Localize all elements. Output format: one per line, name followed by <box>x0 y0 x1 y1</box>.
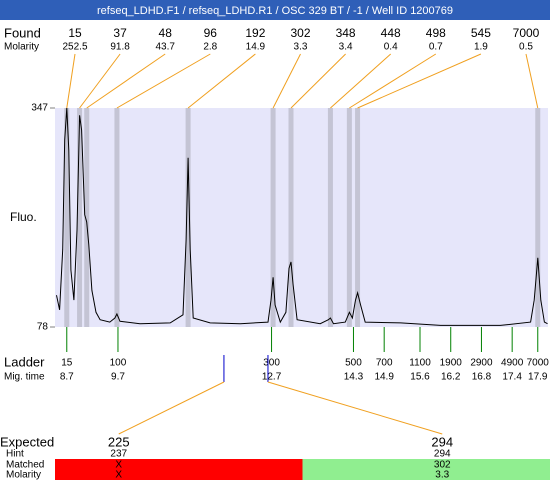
found-size: 348 <box>336 26 356 40</box>
ladder-time: 15.6 <box>410 372 430 383</box>
peak-band <box>288 108 294 327</box>
expected-matched: 302 <box>434 460 451 471</box>
header-title: refseq_LDHD.F1 / refseq_LDHD.R1 / OSC 32… <box>97 5 453 17</box>
found-size: 37 <box>113 26 127 40</box>
peak-band <box>185 108 191 327</box>
expected-size: 294 <box>431 434 453 449</box>
header-bar <box>0 0 550 20</box>
peak-band <box>327 108 333 327</box>
peak-band <box>77 108 83 327</box>
found-molarity: 1.9 <box>474 42 488 53</box>
expected-hint: 237 <box>110 449 127 460</box>
ladder-time: 8.7 <box>60 372 74 383</box>
expected-molarity: X <box>115 470 122 480</box>
ladder-time: 16.2 <box>441 372 461 383</box>
peak-connector <box>79 53 121 109</box>
found-size: 15 <box>68 26 82 40</box>
peak-band <box>114 108 120 327</box>
found-molarity: 91.8 <box>110 42 130 53</box>
found-molarity: 0.5 <box>519 42 533 53</box>
found-molarity: 2.8 <box>203 42 217 53</box>
ladder-size: 1100 <box>409 358 431 369</box>
plot-area <box>55 108 548 327</box>
found-size: 498 <box>426 26 446 40</box>
ladder-time: 9.7 <box>111 372 125 383</box>
y-axis-label: Fluo. <box>10 210 37 224</box>
peak-connector <box>330 53 392 109</box>
y-tick-label: 347 <box>31 103 48 114</box>
peak-connector <box>272 53 301 109</box>
found-size: 48 <box>159 26 173 40</box>
hint-label: Hint <box>6 449 24 460</box>
mig-time-label: Mig. time <box>4 372 45 383</box>
found-molarity: 3.3 <box>294 42 308 53</box>
peak-band <box>355 108 361 327</box>
peak-connector <box>187 53 256 109</box>
found-molarity: 0.4 <box>384 42 398 53</box>
found-label: Found <box>4 25 41 40</box>
y-tick-label: 78 <box>37 322 49 333</box>
peak-band <box>270 108 276 327</box>
found-molarity: 14.9 <box>246 42 266 53</box>
peak-connector <box>66 53 76 109</box>
matched-label: Matched <box>6 460 44 471</box>
expected-molarity: 3.3 <box>435 470 449 480</box>
expected-hint: 294 <box>434 449 451 460</box>
ladder-time: 17.4 <box>502 372 522 383</box>
peak-connector <box>86 53 166 109</box>
peak-connector <box>116 53 211 109</box>
found-molarity: 252.5 <box>62 42 87 53</box>
found-molarity: 0.7 <box>429 42 443 53</box>
ladder-time: 17.9 <box>528 372 548 383</box>
match-bar <box>55 459 303 480</box>
ladder-size: 4900 <box>501 358 524 369</box>
found-molarity: 43.7 <box>155 42 175 53</box>
ladder-time: 14.3 <box>344 372 364 383</box>
expected-label: Expected <box>0 434 54 449</box>
found-size: 7000 <box>513 26 540 40</box>
peak-connector <box>349 53 437 109</box>
found-size: 96 <box>204 26 218 40</box>
found-size: 545 <box>471 26 491 40</box>
ladder-size: 15 <box>61 358 73 369</box>
molarity-label: Molarity <box>4 42 39 53</box>
ladder-size: 500 <box>345 358 362 369</box>
ladder-size: 1900 <box>440 358 463 369</box>
ladder-size: 2900 <box>470 358 493 369</box>
peak-band <box>346 108 352 327</box>
peak-connector <box>357 53 482 109</box>
ladder-size: 7000 <box>527 358 550 369</box>
peak-band <box>64 108 70 327</box>
ladder-time: 12.7 <box>262 372 282 383</box>
expected-size: 225 <box>108 434 130 449</box>
peak-band <box>84 108 90 327</box>
ladder-time: 14.9 <box>374 372 394 383</box>
expected-connector <box>267 381 443 435</box>
found-molarity: 3.4 <box>339 42 353 53</box>
found-size: 192 <box>245 26 265 40</box>
ladder-size: 300 <box>263 358 280 369</box>
expected-connector <box>118 381 225 435</box>
peak-connector <box>290 53 346 109</box>
expected-matched: X <box>115 460 122 471</box>
expected-molarity-label: Molarity <box>6 470 41 480</box>
peak-connector <box>525 53 539 109</box>
found-size: 302 <box>290 26 310 40</box>
match-bar <box>302 459 550 480</box>
ladder-size: 100 <box>110 358 127 369</box>
found-size: 448 <box>381 26 401 40</box>
ladder-time: 16.8 <box>472 372 492 383</box>
ladder-label: Ladder <box>4 354 45 369</box>
trace <box>56 107 548 326</box>
ladder-size: 700 <box>376 358 393 369</box>
peak-band <box>535 108 541 327</box>
